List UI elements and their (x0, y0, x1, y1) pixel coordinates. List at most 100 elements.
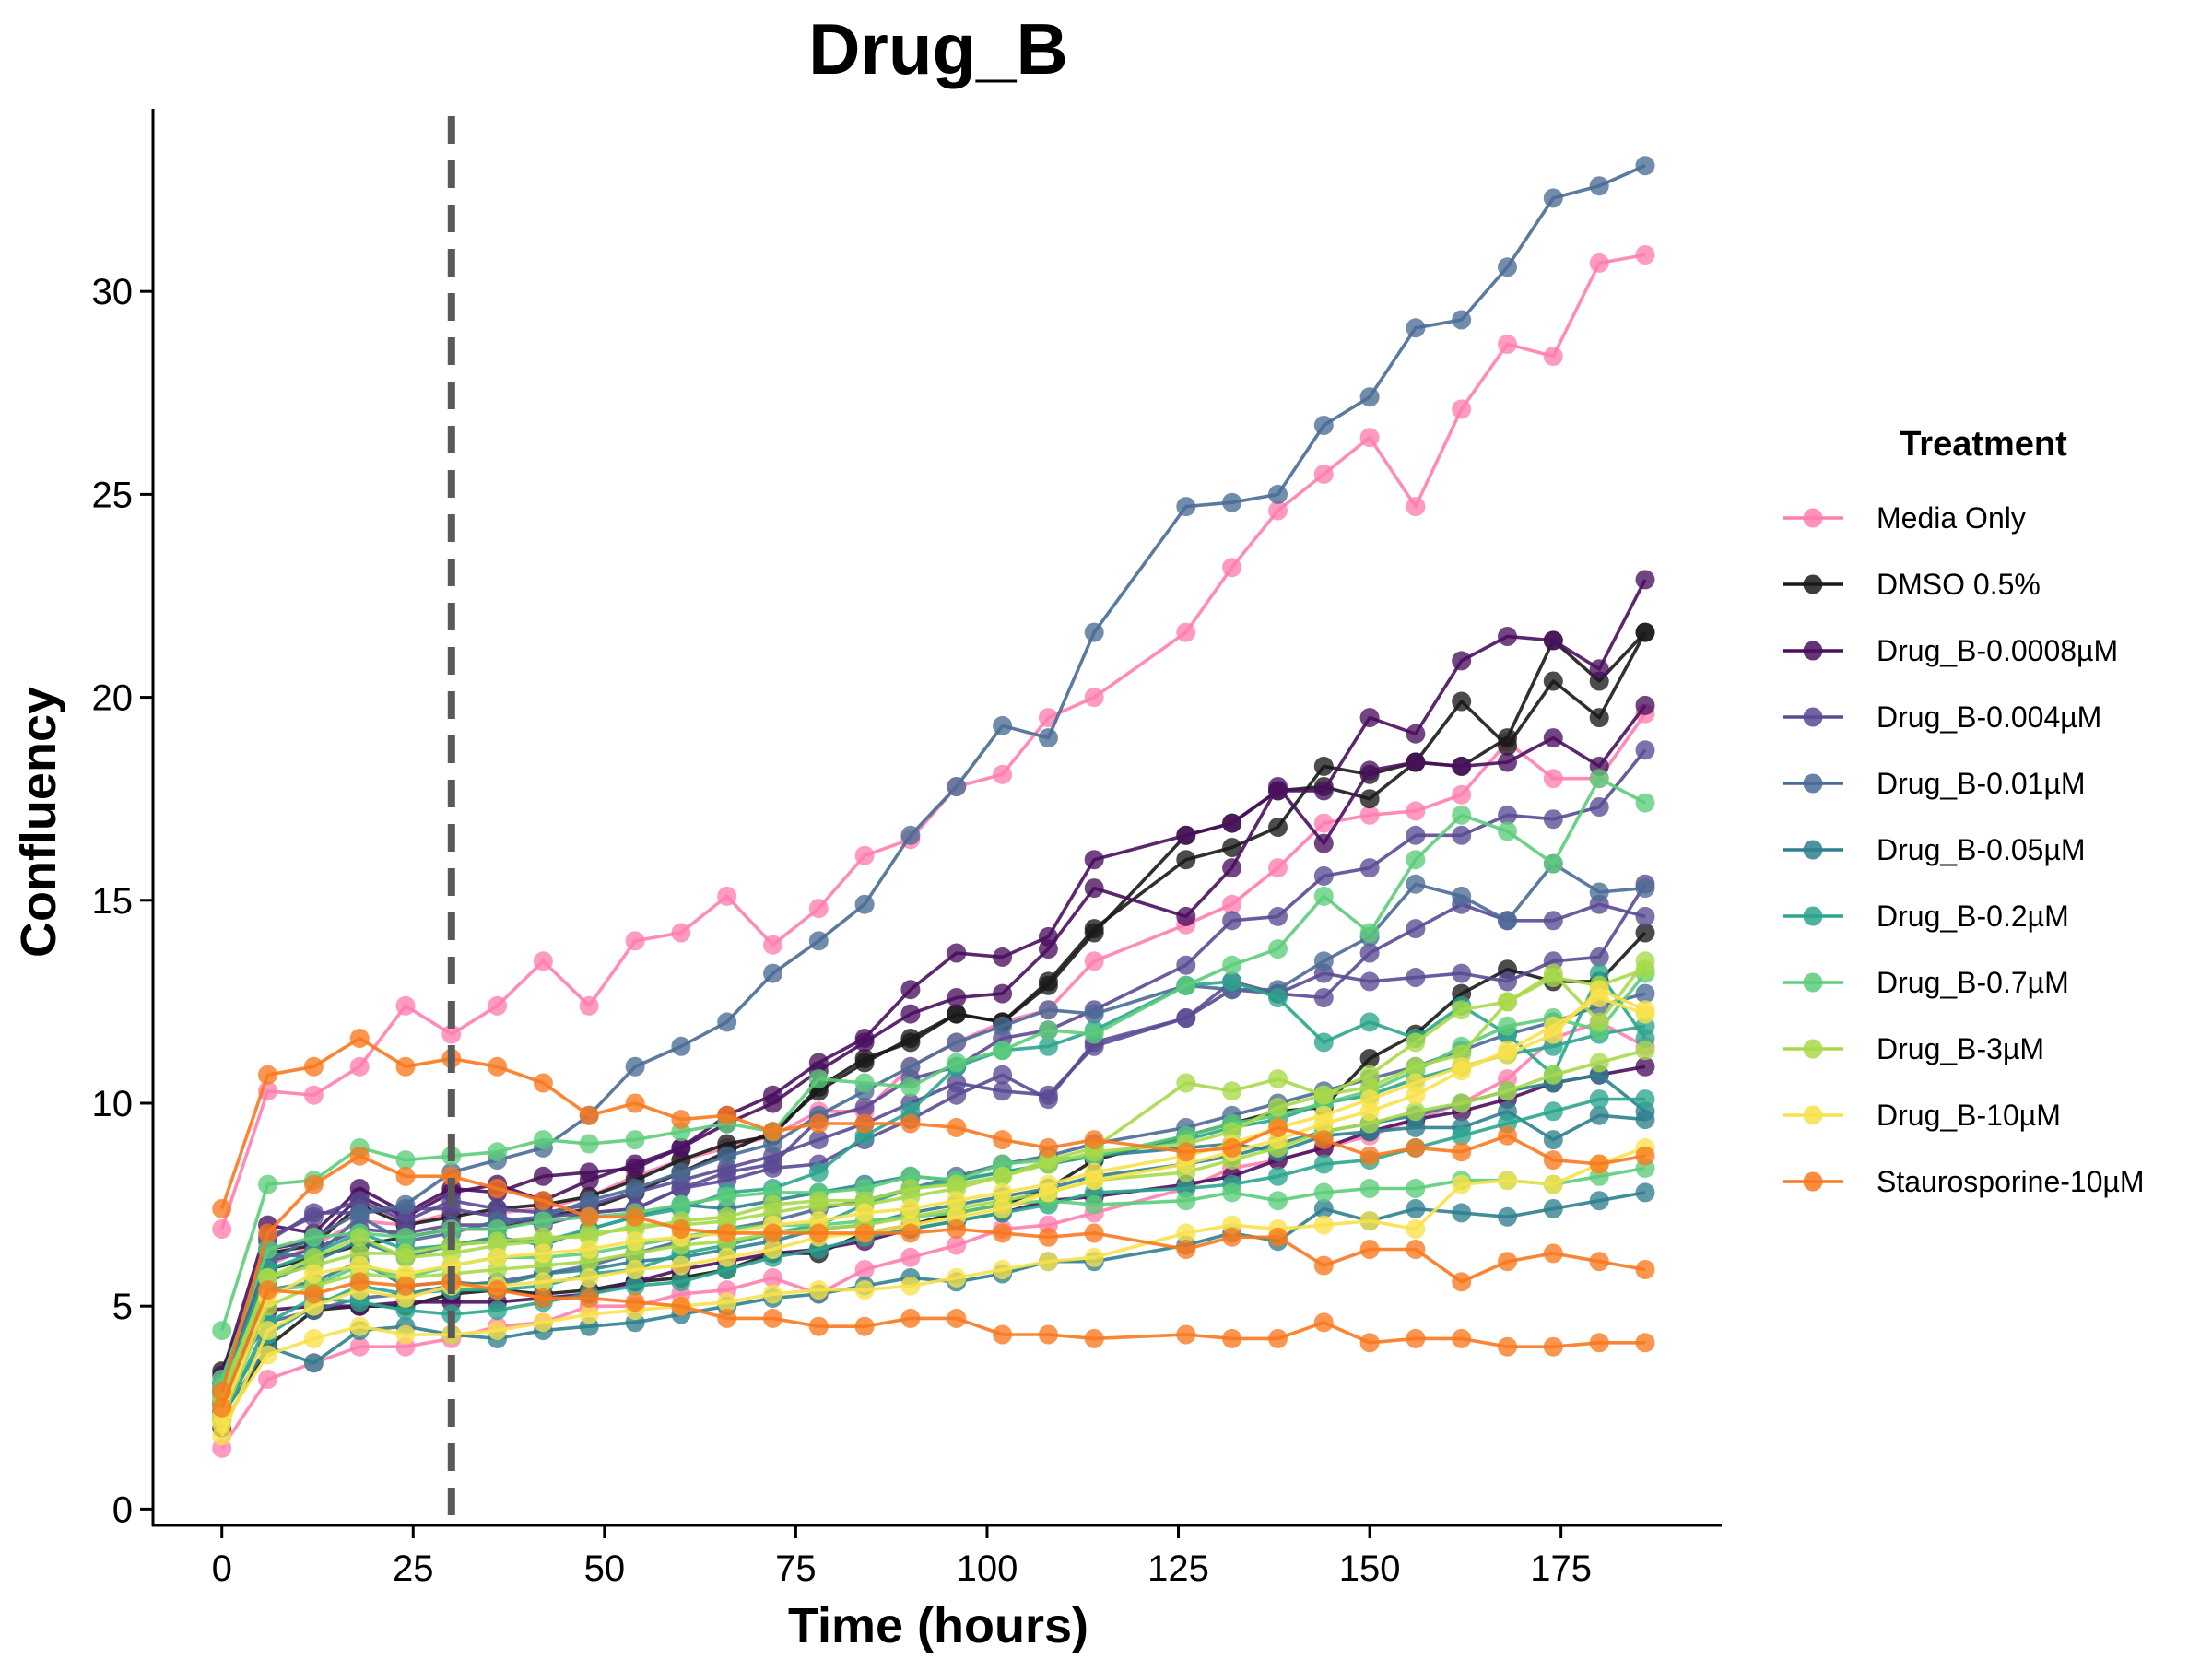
data-point (441, 1024, 462, 1044)
data-point (1635, 622, 1655, 642)
data-point (947, 1053, 967, 1073)
data-point (671, 1255, 691, 1276)
data-point (1313, 865, 1334, 886)
data-point (1452, 756, 1472, 776)
data-point (1176, 622, 1196, 642)
data-point (258, 1321, 277, 1341)
data-point (1406, 1101, 1426, 1122)
data-point (1038, 728, 1058, 748)
data-point (1313, 1130, 1334, 1150)
data-point (1359, 1240, 1380, 1259)
data-point (1406, 874, 1426, 894)
data-point (303, 1284, 324, 1304)
legend-item: Drug_B-10µM (1783, 1099, 2061, 1132)
data-point (1543, 347, 1563, 367)
data-point (1452, 886, 1472, 906)
legend-item: Media Only (1783, 501, 2026, 535)
legend-key-point (1803, 707, 1823, 727)
data-point (993, 764, 1013, 784)
data-point (1222, 1137, 1242, 1158)
series-32 (212, 1146, 1655, 1402)
data-point (1038, 1089, 1058, 1110)
data-point (1222, 858, 1242, 878)
data-point (1038, 708, 1058, 728)
data-point (1268, 777, 1288, 796)
data-point (1222, 1227, 1242, 1247)
data-point (763, 1122, 782, 1142)
data-point (1038, 1227, 1058, 1247)
data-point (900, 1056, 921, 1077)
series-6 (212, 570, 1655, 1385)
data-point (303, 1174, 324, 1194)
data-point (763, 1240, 782, 1259)
data-point (1359, 1179, 1380, 1198)
data-point (993, 1182, 1013, 1203)
data-point (854, 1097, 875, 1117)
data-point (671, 1036, 691, 1056)
data-point (1498, 257, 1517, 277)
data-point (808, 1130, 829, 1150)
data-point (1498, 805, 1517, 825)
data-point (1635, 959, 1655, 980)
data-point (1635, 878, 1655, 899)
data-point (763, 963, 782, 983)
data-point (533, 951, 553, 971)
data-point (395, 1324, 416, 1345)
plot-area (212, 116, 1655, 1525)
data-point (1406, 497, 1426, 517)
data-point (1268, 1227, 1288, 1247)
data-point (1038, 1036, 1058, 1056)
data-point (854, 1260, 875, 1279)
data-point (1176, 1240, 1196, 1259)
data-point (1452, 784, 1472, 805)
data-point (488, 995, 508, 1016)
legend-label: Drug_B-0.7µM (1877, 966, 2069, 999)
data-point (1222, 1081, 1242, 1101)
data-point (854, 1053, 875, 1073)
y-tick-label: 15 (92, 881, 134, 922)
data-point (993, 1065, 1013, 1085)
data-point (303, 1353, 324, 1373)
data-point (1498, 1206, 1517, 1227)
data-point (1313, 1085, 1334, 1105)
data-point (1589, 769, 1609, 789)
data-point (1313, 988, 1334, 1007)
data-point (1406, 1032, 1426, 1053)
data-point (1635, 695, 1655, 715)
legend-item: Drug_B-0.7µM (1783, 966, 2069, 999)
data-point (808, 1194, 829, 1215)
data-point (947, 1085, 967, 1105)
x-tick-label: 175 (1530, 1548, 1592, 1589)
data-point (1359, 1049, 1380, 1068)
data-point (1589, 947, 1609, 967)
data-point (1452, 651, 1472, 671)
data-point (1498, 1044, 1517, 1065)
legend-key-point (1803, 840, 1823, 860)
data-point (258, 1223, 277, 1243)
data-point (533, 1166, 553, 1186)
data-point (349, 1255, 370, 1276)
data-point (1452, 1056, 1472, 1077)
data-point (1406, 1137, 1426, 1158)
data-point (1313, 886, 1334, 906)
data-point (947, 943, 967, 963)
data-point (1543, 1130, 1563, 1150)
data-point (1589, 1333, 1609, 1353)
data-point (1222, 558, 1242, 578)
data-point (625, 1292, 645, 1312)
data-point (1543, 630, 1563, 651)
data-point (1543, 853, 1563, 874)
data-point (1406, 1056, 1426, 1077)
data-point (1543, 1174, 1563, 1194)
data-point (1543, 188, 1563, 208)
data-point (854, 1032, 875, 1053)
data-point (1452, 1272, 1472, 1292)
data-point (1635, 1000, 1655, 1020)
data-point (1359, 760, 1380, 781)
data-point (349, 1206, 370, 1227)
data-point (900, 1113, 921, 1134)
data-point (212, 1219, 232, 1239)
data-point (1038, 1020, 1058, 1041)
data-point (947, 1117, 967, 1137)
data-point (1313, 1032, 1334, 1053)
